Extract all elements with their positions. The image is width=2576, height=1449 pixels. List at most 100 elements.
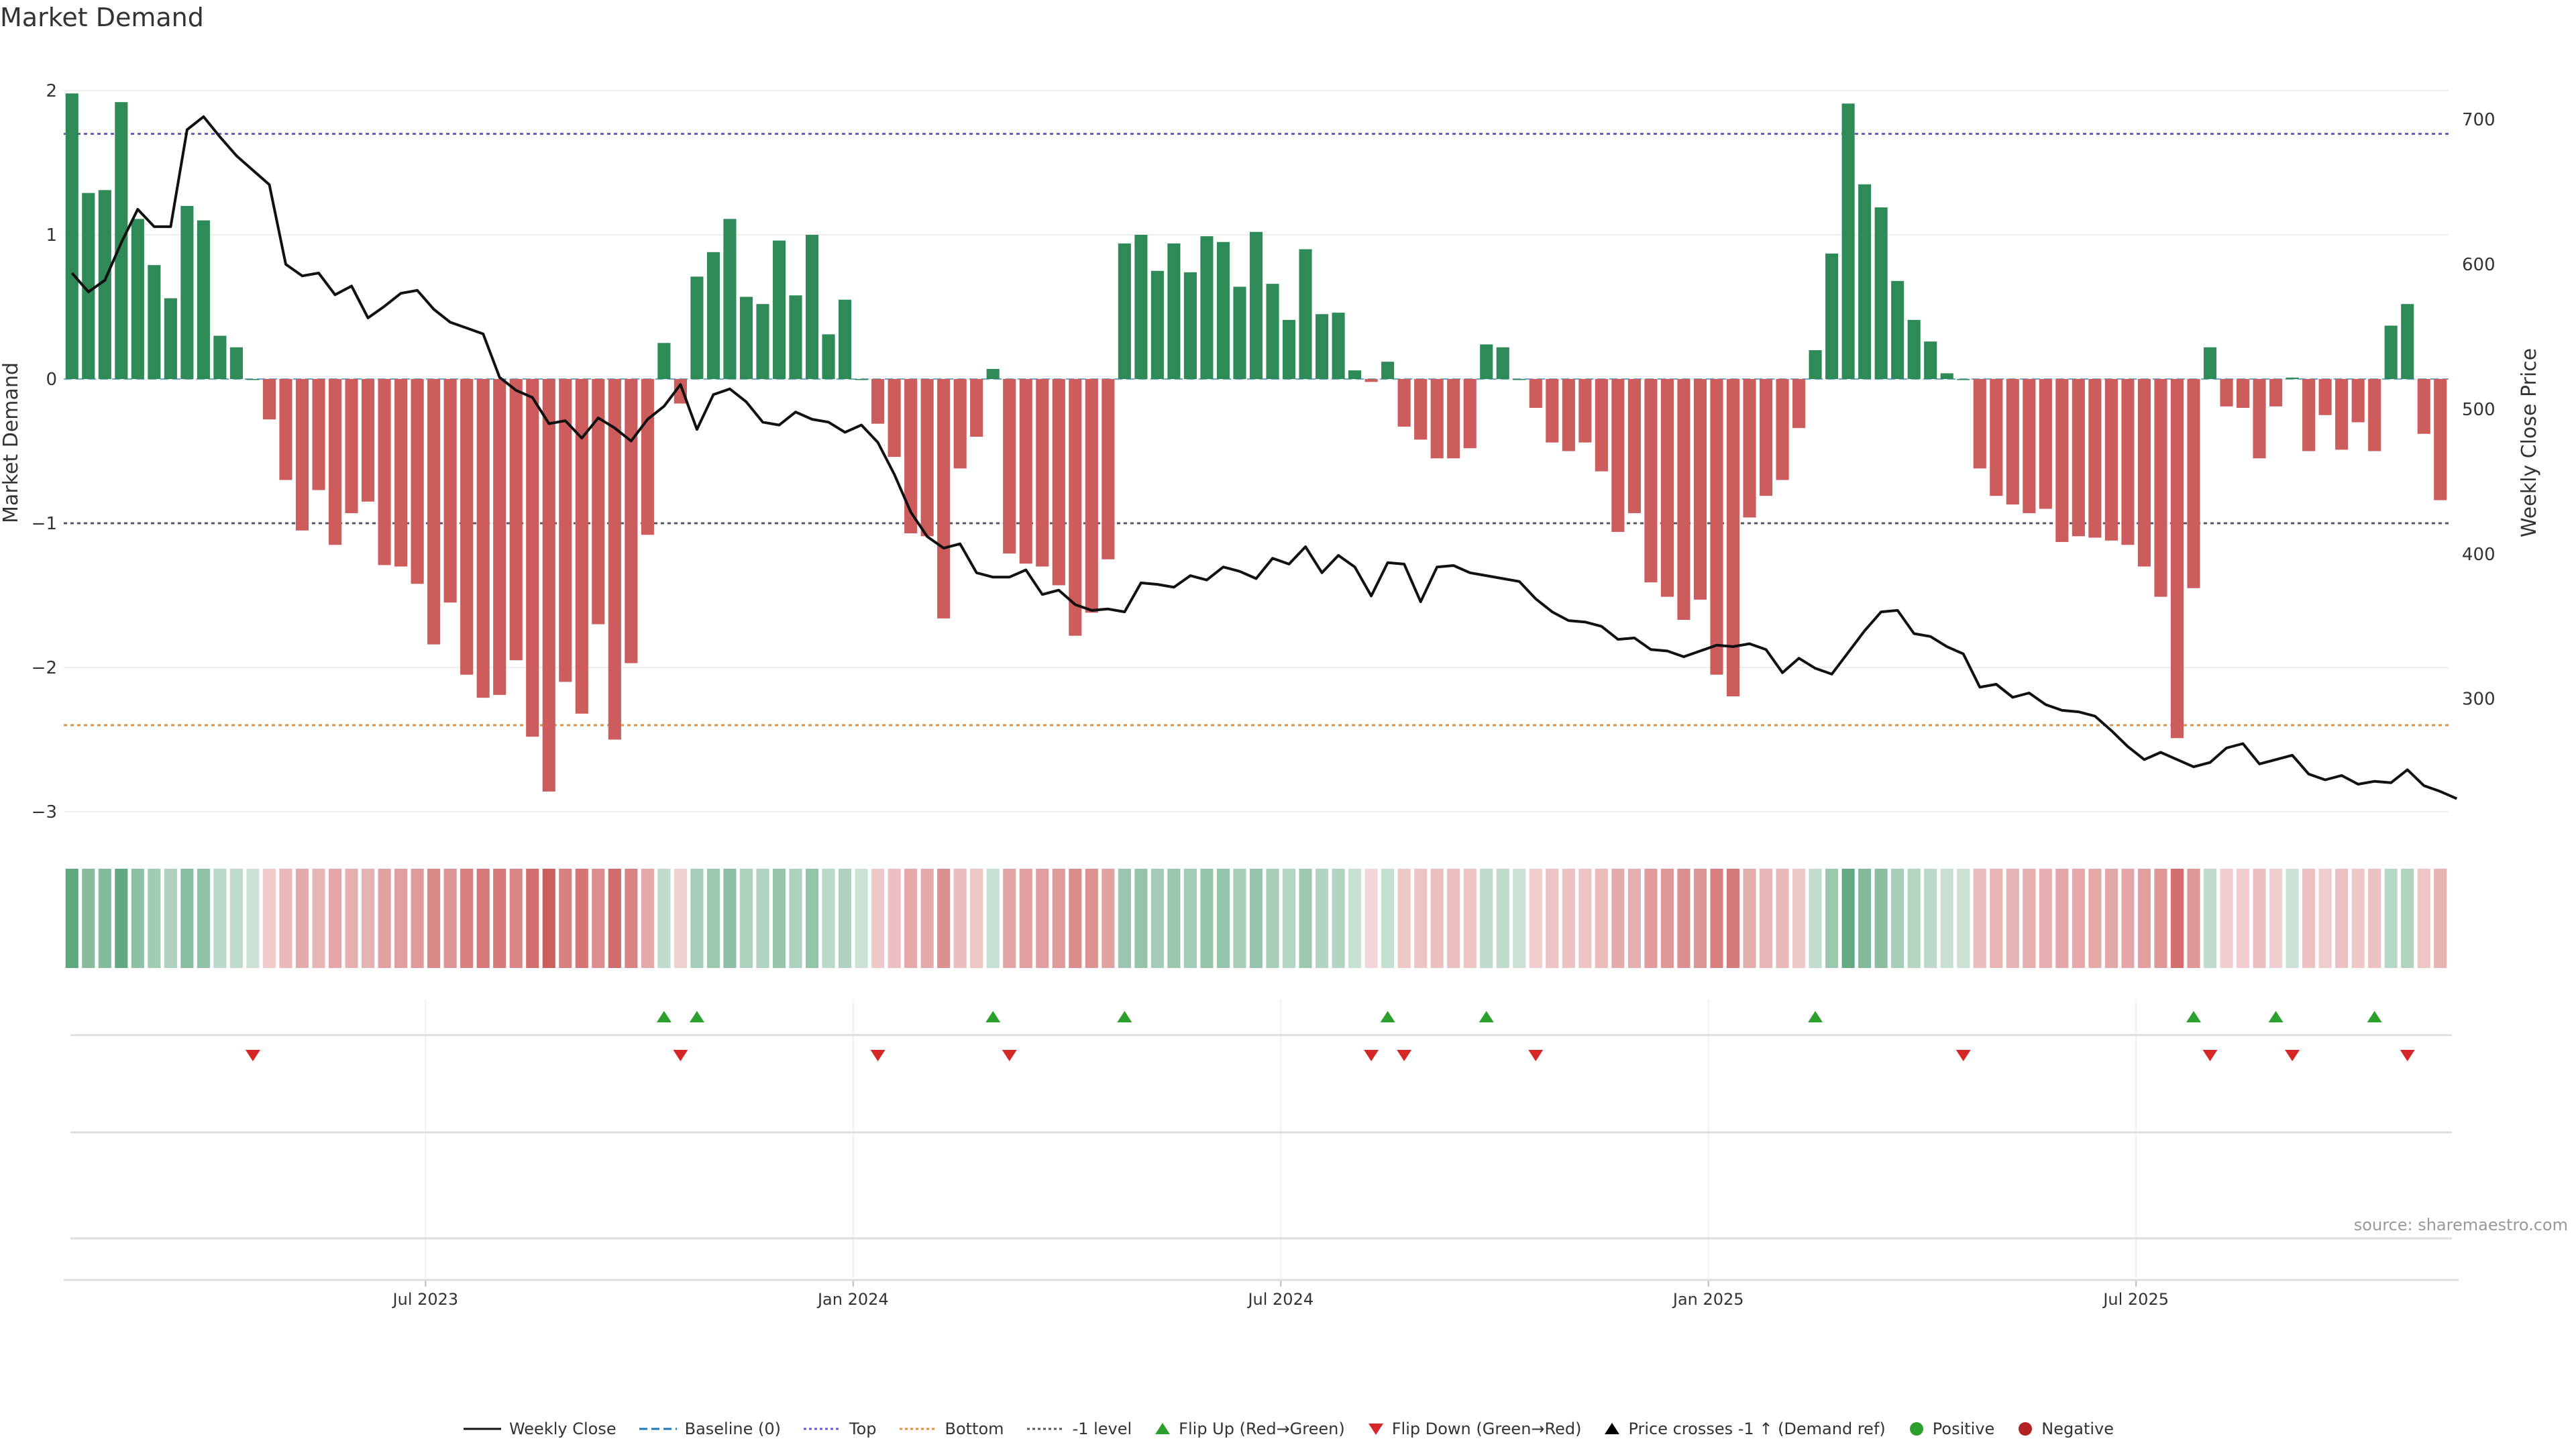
demand-bar [1019, 379, 1032, 564]
demand-bar [657, 343, 671, 379]
heat-cell [1381, 869, 1395, 968]
legend-item: Top [802, 1419, 877, 1438]
heat-cell [1019, 869, 1032, 968]
demand-bar [2104, 379, 2118, 541]
heat-cell [855, 869, 868, 968]
demand-bar [82, 193, 95, 379]
heat-cell [1809, 869, 1822, 968]
heat-cell [2253, 869, 2266, 968]
legend-label: -1 level [1072, 1419, 1132, 1438]
demand-bar [1907, 319, 1921, 379]
legend-item: Price crosses -1 ↑ (Demand ref) [1603, 1419, 1886, 1438]
demand-bar [1858, 184, 1872, 379]
flip-down-marker [1364, 1050, 1379, 1061]
heat-cell [82, 869, 95, 968]
heat-cell [1052, 869, 1065, 968]
demand-bar [2269, 379, 2283, 407]
demand-bar [575, 379, 588, 714]
demand-bar [1990, 379, 2003, 496]
legend-label: Weekly Close [508, 1419, 616, 1438]
heat-cell [1710, 869, 1723, 968]
demand-bar [1200, 236, 1214, 379]
heat-cell [2302, 869, 2316, 968]
demand-bar [1513, 379, 1526, 380]
demand-bar [1496, 347, 1509, 379]
demand-bar [888, 379, 901, 458]
heat-cell [2187, 869, 2200, 968]
flip-down-marker [2202, 1050, 2218, 1061]
y-axis-title: Market Demand [0, 362, 23, 523]
demand-bar [1726, 379, 1740, 696]
heat-cell [839, 869, 852, 968]
demand-bar [1216, 241, 1230, 379]
heat-cell [98, 869, 111, 968]
demand-bar [855, 379, 868, 380]
demand-bar [229, 347, 243, 379]
demand-bar [772, 240, 786, 379]
heat-cell [1332, 869, 1345, 968]
heat-cell [2368, 869, 2381, 968]
demand-bar [1299, 249, 1312, 379]
legend-swatch [463, 1428, 501, 1430]
heat-cell [1316, 869, 1329, 968]
y-tick-label: −3 [32, 802, 57, 822]
heat-cell [970, 869, 983, 968]
heat-cell [1266, 869, 1279, 968]
heat-cell [1463, 869, 1477, 968]
heat-cell [953, 869, 967, 968]
heat-cell [2220, 869, 2233, 968]
legend-swatch [804, 1428, 841, 1430]
heat-cell [115, 869, 128, 968]
demand-bar [2039, 379, 2052, 509]
demand-bar [1611, 379, 1625, 532]
heat-cell [2055, 869, 2069, 968]
heat-cell [2023, 869, 2036, 968]
heat-cell [1447, 869, 1460, 968]
demand-bar [1874, 207, 1888, 379]
demand-bar [1940, 373, 1953, 379]
legend-item: Positive [1907, 1419, 1994, 1438]
legend: Weekly Close Baseline (0) Top Bottom -1 leve… [0, 1419, 2576, 1438]
demand-bar [345, 379, 358, 513]
heat-cell [723, 869, 737, 968]
heat-cell [1562, 869, 1575, 968]
y-tick-label: 0 [46, 370, 57, 390]
demand-bar [411, 379, 424, 584]
demand-bar [542, 379, 555, 792]
demand-bar [625, 379, 638, 663]
legend-item: -1 level [1026, 1419, 1132, 1438]
heat-cell [542, 869, 555, 968]
legend-item: Negative [2016, 1419, 2114, 1438]
heat-cell [443, 869, 457, 968]
heat-cell [1660, 869, 1674, 968]
heat-cell [411, 869, 424, 968]
heat-cell [164, 869, 177, 968]
heat-cell [1792, 869, 1806, 968]
heat-cell [2088, 869, 2102, 968]
demand-bar [723, 219, 737, 379]
flip-down-marker [1397, 1050, 1412, 1061]
demand-bar [1003, 379, 1016, 554]
demand-bar [1480, 344, 1493, 379]
heat-cell [822, 869, 835, 968]
heat-cell [1726, 869, 1740, 968]
heat-cell [1364, 869, 1378, 968]
heat-cell [1693, 869, 1707, 968]
demand-bar [246, 379, 260, 380]
heat-cell [1430, 869, 1444, 968]
demand-bar [674, 379, 687, 404]
demand-bar [279, 379, 292, 480]
demand-bar [1282, 319, 1296, 379]
legend-item: Bottom [898, 1419, 1004, 1438]
demand-bar [2121, 379, 2135, 545]
demand-bar [197, 220, 210, 379]
demand-bar [1430, 379, 1444, 459]
demand-bar [1118, 243, 1131, 379]
weekly-close-line [70, 115, 2458, 800]
demand-bar [1809, 350, 1822, 379]
demand-bar [1348, 370, 1362, 379]
heat-cell [2039, 869, 2052, 968]
demand-bar [1069, 379, 1082, 636]
demand-bar [953, 379, 967, 469]
